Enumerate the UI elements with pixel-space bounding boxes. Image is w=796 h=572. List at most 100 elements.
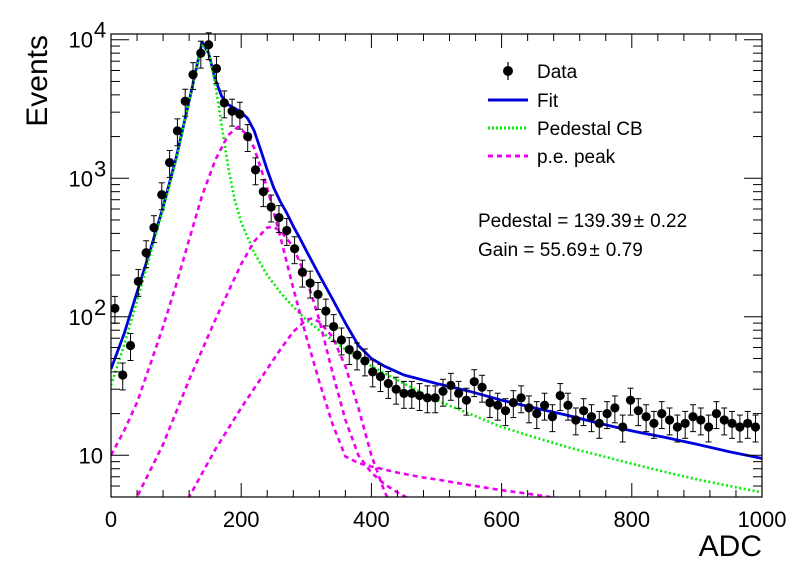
data-point — [485, 390, 495, 419]
data-point-marker — [360, 356, 370, 366]
y-tick-label: 10 — [69, 166, 93, 191]
data-point-marker — [469, 377, 479, 387]
data-point-marker — [141, 248, 151, 258]
x-tick-label: 600 — [483, 507, 520, 532]
p-e-peak-component-2-curve — [135, 225, 409, 497]
data-point-marker — [602, 409, 612, 419]
data-point-marker — [735, 422, 745, 432]
data-point-marker — [516, 393, 526, 403]
data-point-marker — [485, 398, 495, 408]
data-point-marker — [196, 48, 206, 58]
data-point-marker — [743, 418, 753, 428]
data-point — [563, 392, 573, 421]
x-tick-label: 400 — [353, 507, 390, 532]
data-point-marker — [649, 418, 659, 428]
data-point-marker — [532, 409, 542, 419]
data-point-marker — [282, 225, 292, 236]
data-point — [547, 404, 557, 433]
legend-entry-fit: Fit — [488, 91, 559, 112]
y-tick-label-exponent: 3 — [94, 156, 106, 181]
data-point — [321, 298, 331, 327]
data-point-marker — [172, 126, 183, 136]
data-point — [657, 401, 667, 430]
data-point — [625, 387, 636, 416]
data-point-marker — [407, 388, 417, 398]
x-axis-title: ADC — [699, 530, 762, 563]
data-point — [227, 98, 237, 127]
data-point — [133, 268, 143, 297]
data-point-marker — [125, 340, 136, 351]
fit-results: Pedestal = 139.39 ±0.22 Gain = 55.69 ±0.79 — [478, 211, 687, 261]
data-point — [696, 407, 706, 436]
data-point — [688, 404, 698, 433]
data-point-marker — [508, 398, 518, 408]
data-point-marker — [344, 344, 354, 355]
data-point — [414, 383, 425, 411]
legend-data-marker — [503, 66, 513, 76]
data-point — [204, 32, 214, 61]
data-point — [157, 182, 167, 211]
data-point-marker — [250, 165, 261, 175]
data-point — [430, 385, 440, 414]
data-point-marker — [454, 388, 464, 398]
data-point — [500, 398, 511, 427]
data-point-marker — [383, 378, 393, 389]
data-point — [274, 205, 284, 234]
data-point-marker — [657, 409, 667, 419]
data-point — [461, 387, 472, 416]
data-point — [571, 407, 581, 436]
data-point-marker — [594, 418, 604, 428]
data-point-marker — [399, 388, 409, 398]
data-point — [446, 372, 456, 401]
data-point-marker — [539, 400, 550, 410]
data-point-marker — [750, 422, 761, 432]
data-point — [329, 314, 339, 343]
data-point-marker — [204, 40, 214, 50]
data-point — [664, 407, 675, 436]
data-point — [211, 56, 222, 84]
x-tick-label: 0 — [105, 507, 117, 532]
data-point-marker — [110, 303, 120, 313]
data-point — [508, 390, 518, 419]
data-point-marker — [610, 403, 620, 413]
data-point — [141, 240, 151, 269]
data-point — [555, 383, 565, 411]
data-point — [375, 364, 386, 393]
x-tick-label: 1000 — [738, 507, 787, 532]
data-point-marker — [461, 395, 472, 405]
data-point-marker — [696, 415, 706, 425]
data-point-marker — [227, 106, 237, 116]
data-point-marker — [711, 409, 722, 419]
data-point-marker — [618, 422, 628, 432]
data-point-marker — [688, 412, 698, 422]
data-point — [368, 359, 378, 388]
data-point — [243, 124, 253, 153]
data-point — [469, 369, 479, 398]
data-point-marker — [305, 278, 315, 288]
pedestal-cb-curve — [111, 42, 762, 494]
data-point-marker — [157, 190, 167, 200]
data-point-marker — [258, 187, 268, 197]
x-tick-label: 200 — [223, 507, 260, 532]
data-point — [704, 414, 714, 443]
data-point — [344, 337, 354, 365]
data-point — [532, 401, 542, 430]
data-point-marker — [375, 371, 386, 382]
data-point — [516, 385, 526, 414]
legend-label-pedestal: Pedestal CB — [537, 119, 643, 140]
data-point-marker — [641, 412, 651, 422]
data-point — [524, 395, 534, 424]
legend-label-data: Data — [537, 62, 578, 83]
legend-label-pe-peak: p.e. peak — [537, 147, 616, 168]
data-point-marker — [188, 70, 198, 80]
data-point-marker — [524, 403, 534, 413]
data-point-marker — [329, 321, 339, 332]
data-point — [383, 371, 393, 399]
data-point — [391, 376, 401, 405]
data-point-marker — [235, 109, 245, 119]
data-point-marker — [664, 415, 675, 425]
data-point — [493, 392, 503, 421]
data-point-marker — [219, 98, 229, 108]
data-point-marker — [368, 367, 378, 377]
